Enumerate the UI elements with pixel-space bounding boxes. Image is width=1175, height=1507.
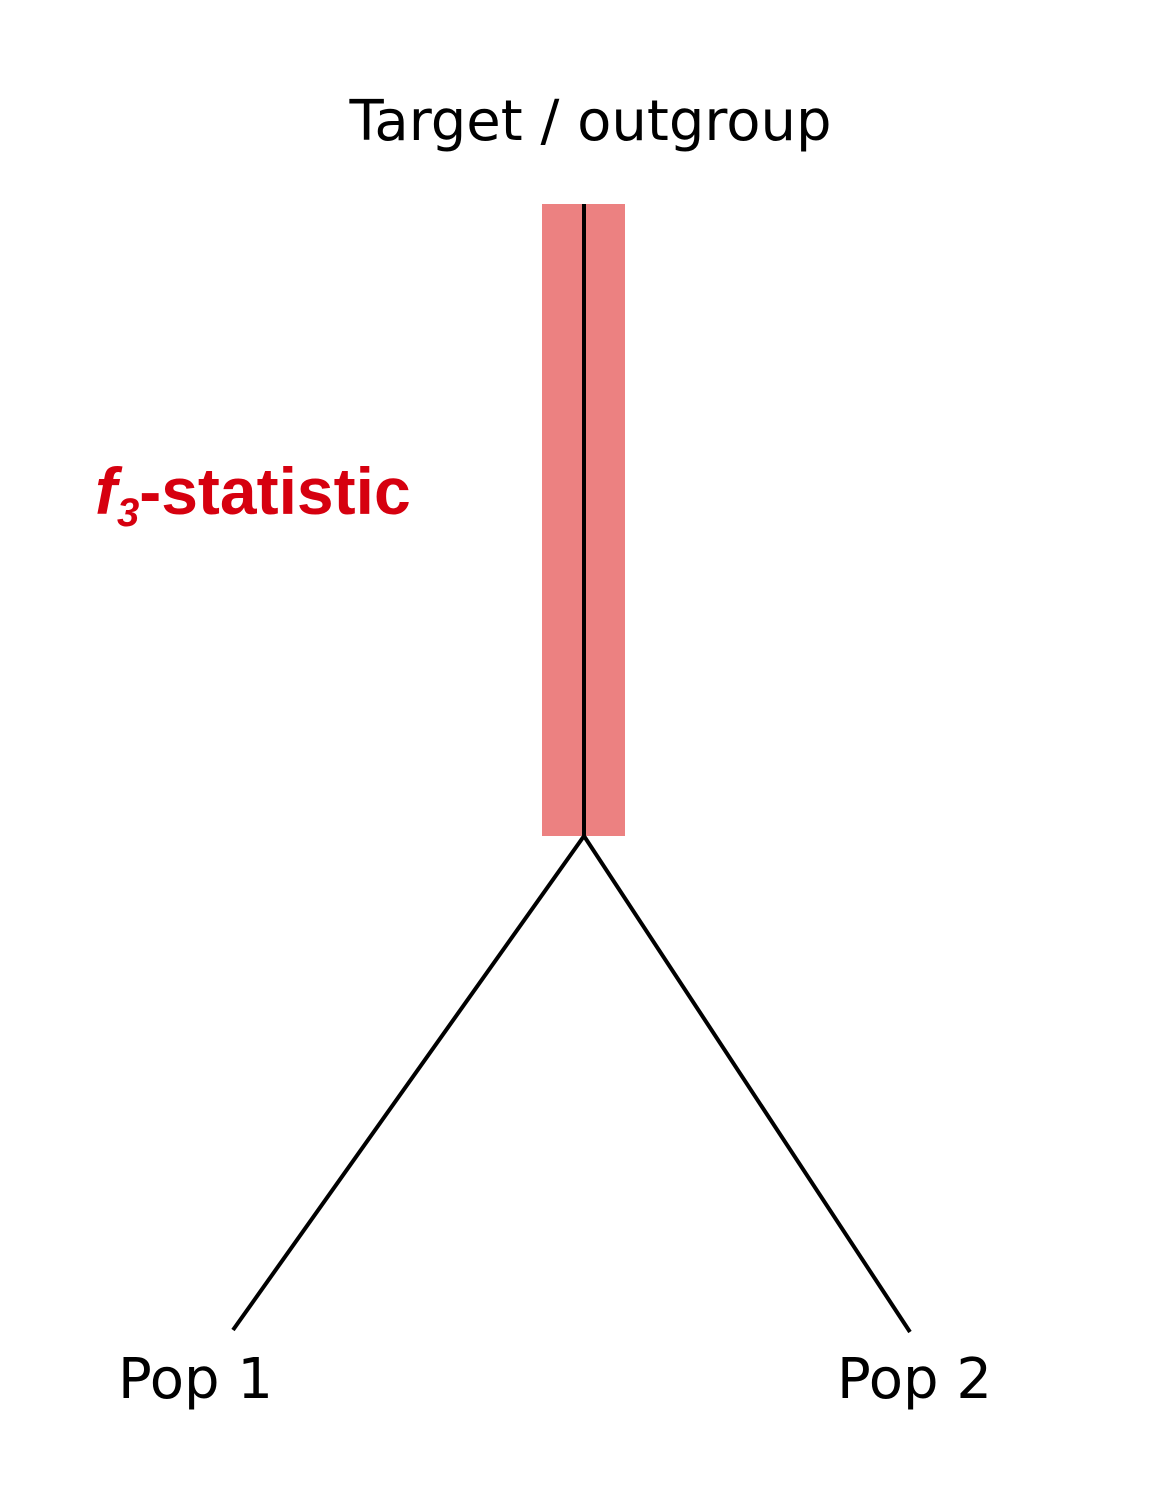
f3-statistic-label: f3-statistic [95,458,411,533]
pop1-label: Pop 1 [118,1347,274,1412]
pop1-branch [231,834,586,1332]
pop2-branch [582,834,912,1334]
pop2-label: Pop 2 [837,1347,993,1412]
f-subscript: 3 [116,491,140,535]
f-letter: f [95,454,117,528]
statistic-suffix: -statistic [139,454,411,528]
target-outgroup-label: Target / outgroup [349,89,832,154]
